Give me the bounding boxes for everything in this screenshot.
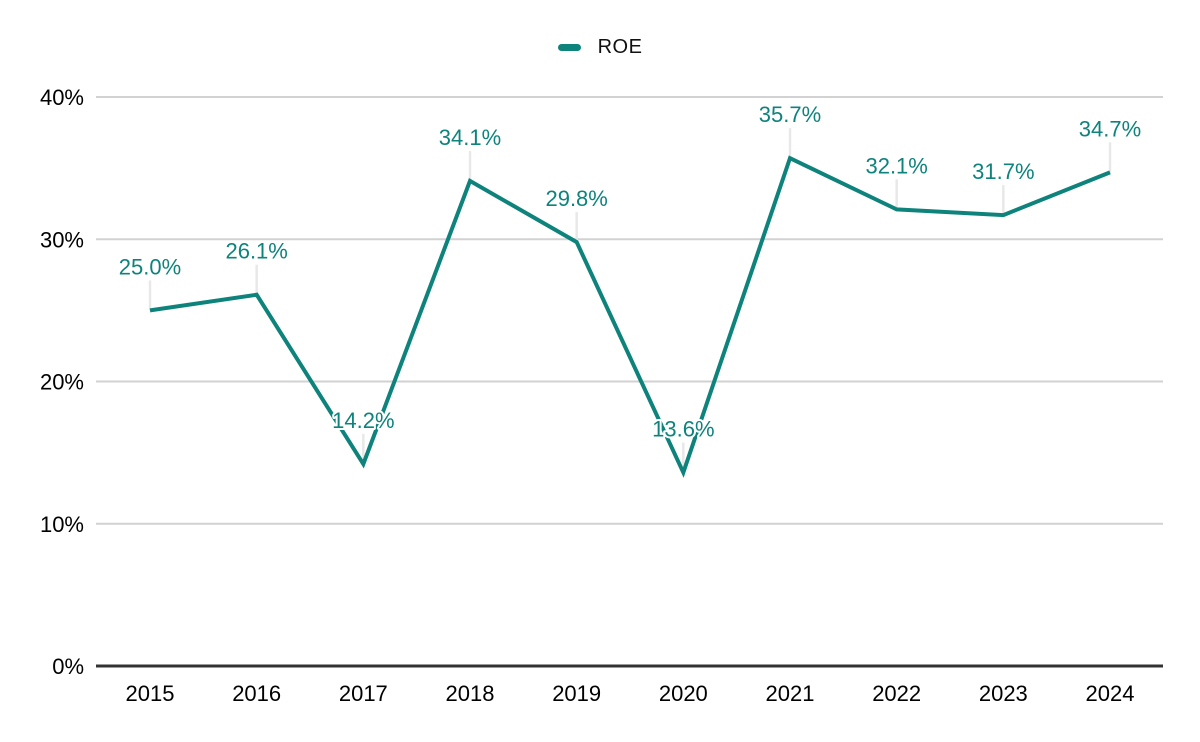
series-line-roe (149, 155, 1111, 478)
data-label: 26.1% (225, 239, 287, 264)
data-label: 31.7% (972, 159, 1034, 184)
x-tick-label: 2021 (766, 681, 815, 706)
y-tick-label: 20% (40, 370, 84, 395)
data-label: 35.7% (759, 102, 821, 127)
data-label: 14.2% (332, 408, 394, 433)
x-tick-label: 2018 (446, 681, 495, 706)
data-label: 32.1% (865, 153, 927, 178)
x-tick-label: 2023 (979, 681, 1028, 706)
data-label: 25.0% (119, 254, 181, 279)
y-tick-label: 10% (40, 512, 84, 537)
legend-swatch-roe (557, 44, 581, 51)
legend: ROE (0, 36, 1200, 59)
data-label: 13.6% (652, 417, 714, 442)
x-tick-label: 2017 (339, 681, 388, 706)
y-tick-label: 40% (40, 85, 84, 110)
data-label: 34.7% (1079, 116, 1141, 141)
y-tick-label: 30% (40, 227, 84, 252)
x-tick-label: 2019 (552, 681, 601, 706)
y-tick-label: 0% (52, 654, 84, 679)
legend-label-roe: ROE (597, 36, 643, 58)
data-label: 34.1% (439, 125, 501, 150)
x-tick-label: 2016 (232, 681, 281, 706)
x-tick-label: 2020 (659, 681, 708, 706)
x-tick-label: 2015 (126, 681, 175, 706)
x-tick-label: 2022 (872, 681, 921, 706)
x-tick-label: 2024 (1086, 681, 1135, 706)
data-label: 29.8% (545, 186, 607, 211)
